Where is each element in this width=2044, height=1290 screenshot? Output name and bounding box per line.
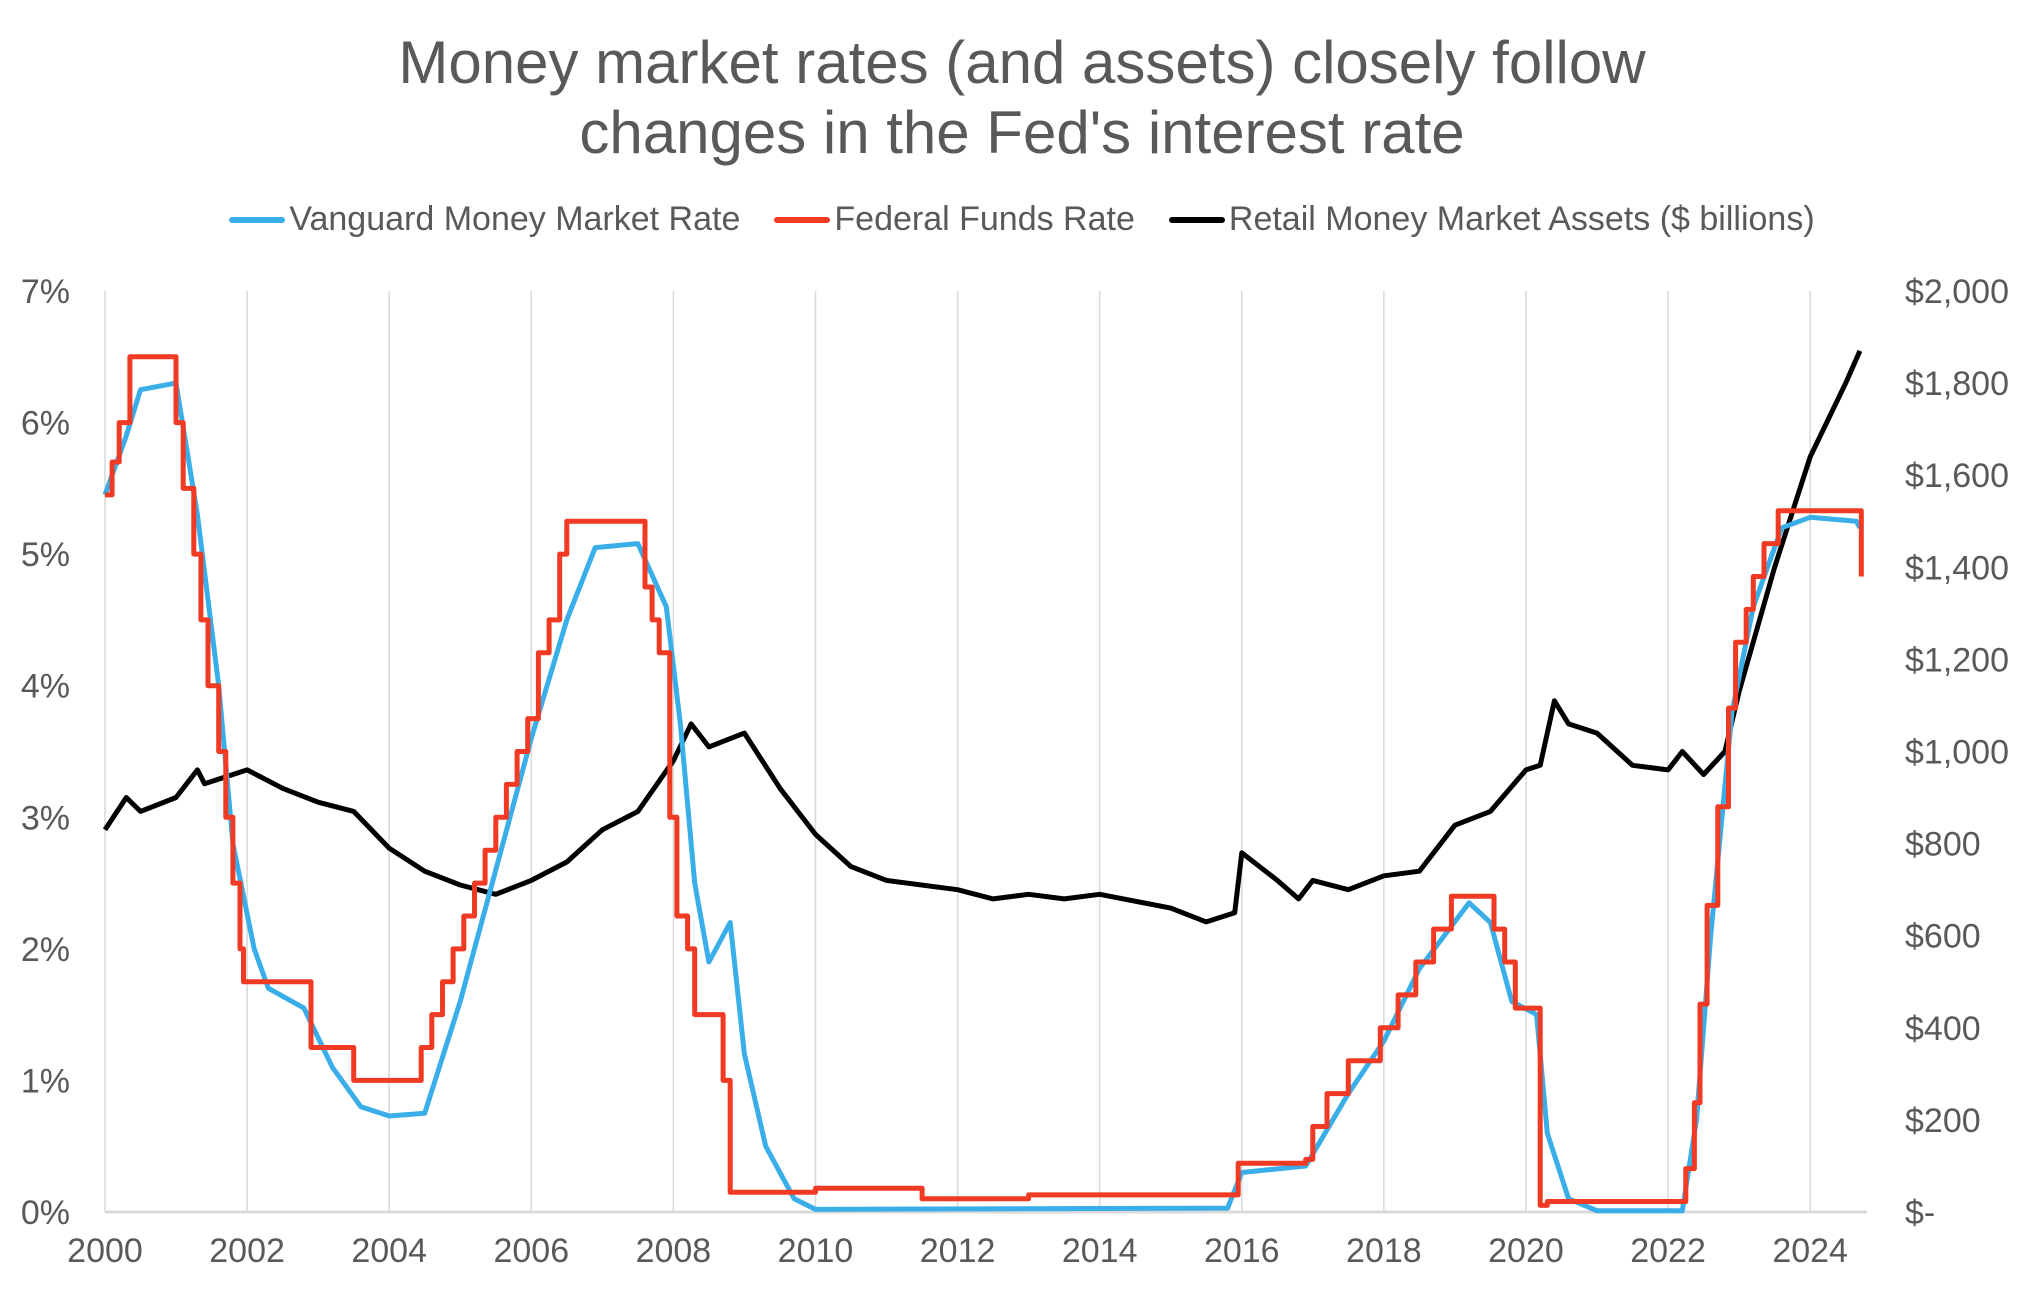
y-left-tick-label: 7% — [21, 273, 70, 311]
y-left-tick-label: 1% — [21, 1062, 70, 1100]
legend-swatch — [229, 216, 286, 223]
legend-label: Vanguard Money Market Rate — [289, 200, 741, 238]
x-tick-label: 2024 — [1772, 1232, 1848, 1270]
x-tick-label: 2002 — [209, 1232, 285, 1270]
chart-title: Money market rates (and assets) closely … — [0, 28, 2044, 168]
y-right-tick-label: $800 — [1905, 826, 1981, 864]
legend-label: Federal Funds Rate — [834, 200, 1135, 238]
x-tick-label: 2012 — [920, 1232, 996, 1270]
x-tick-label: 2016 — [1204, 1232, 1280, 1270]
y-right-tick-label: $1,400 — [1905, 549, 2009, 587]
y-right-tick-label: $- — [1905, 1194, 1935, 1232]
x-tick-label: 2010 — [778, 1232, 854, 1270]
y-right-tick-label: $400 — [1905, 1010, 1981, 1048]
x-tick-label: 2022 — [1630, 1232, 1706, 1270]
y-left-tick-label: 2% — [21, 931, 70, 969]
legend-item-assets: Retail Money Market Assets ($ billions) — [1168, 200, 1815, 239]
chart-title-line-1: Money market rates (and assets) closely … — [398, 29, 1646, 96]
x-tick-label: 2020 — [1488, 1232, 1564, 1270]
legend-swatch — [774, 216, 831, 223]
x-tick-label: 2004 — [351, 1232, 427, 1270]
y-right-tick-label: $600 — [1905, 918, 1981, 956]
y-right-tick-label: $1,600 — [1905, 457, 2009, 495]
y-right-tick-label: $1,200 — [1905, 641, 2009, 679]
legend-item-vanguard: Vanguard Money Market Rate — [229, 200, 740, 239]
y-left-tick-label: 0% — [21, 1194, 70, 1232]
y-right-tick-label: $200 — [1905, 1102, 1981, 1140]
y-left-tick-label: 6% — [21, 405, 70, 443]
x-tick-label: 2008 — [636, 1232, 712, 1270]
x-tick-label: 2000 — [67, 1232, 143, 1270]
y-right-tick-label: $1,800 — [1905, 365, 2009, 403]
y-left-tick-label: 4% — [21, 668, 70, 706]
x-tick-label: 2006 — [493, 1232, 569, 1270]
y-right-tick-label: $1,000 — [1905, 734, 2009, 772]
chart-title-line-2: changes in the Fed's interest rate — [579, 99, 1465, 166]
legend-label: Retail Money Market Assets ($ billions) — [1228, 200, 1815, 238]
x-tick-label: 2018 — [1346, 1232, 1422, 1270]
y-left-tick-label: 3% — [21, 799, 70, 837]
legend: Vanguard Money Market Rate Federal Funds… — [0, 200, 2044, 239]
y-left-tick-label: 5% — [21, 536, 70, 574]
series-line-vanguard-money-market-rate — [102, 380, 1863, 1214]
legend-item-fed-funds: Federal Funds Rate — [774, 200, 1135, 239]
series-line-federal-funds-rate — [105, 354, 1864, 1208]
x-tick-label: 2014 — [1062, 1232, 1138, 1270]
series-line-retail-money-market-assets-billions — [102, 349, 1863, 925]
y-right-tick-label: $2,000 — [1905, 273, 2009, 311]
legend-swatch — [1168, 216, 1225, 223]
